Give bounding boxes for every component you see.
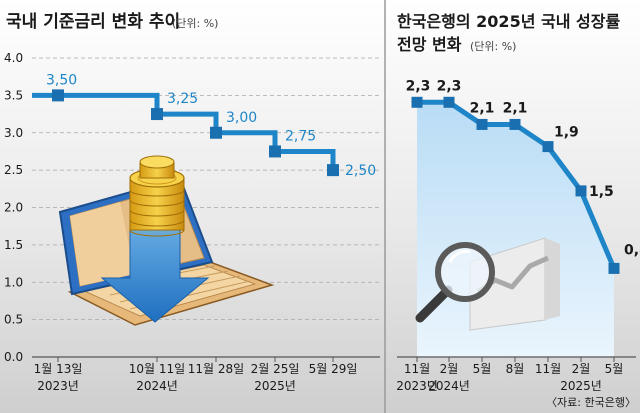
x-tick-label: 11월 28일 [188, 362, 244, 376]
rate-point [151, 108, 163, 121]
x-tick-label: 10월 11일 [129, 362, 185, 376]
x-tick-label: 11월 [404, 362, 430, 376]
rate-label: 2,75 [285, 128, 316, 144]
y-tick-label: 0.5 [4, 313, 23, 327]
growth-point [476, 118, 488, 130]
y-tick-label: 2.5 [4, 163, 23, 177]
x-tick-year: 2024년 [428, 379, 470, 393]
y-tick-label: 3.0 [4, 126, 23, 140]
left-chart-unit: (단위: %) [172, 17, 218, 30]
left-chart-title: 국내 기준금리 변화 추이 [6, 12, 180, 32]
y-tick-label: 4.0 [4, 51, 23, 65]
y-tick-label: 3.5 [4, 88, 23, 102]
growth-point [443, 96, 455, 108]
x-tick-label: 5월 [605, 362, 624, 376]
rate-label: 3,00 [226, 110, 257, 126]
growth-point [542, 141, 554, 153]
right-chart-title-line1: 한국은행의 2025년 국내 성장률 [397, 12, 620, 31]
laptop-coins-arrow-illustration [58, 155, 275, 326]
growth-point [608, 262, 620, 274]
magnifier-chart-illustration [415, 237, 560, 331]
x-tick-year: 2023년 [396, 379, 438, 393]
right-chart-unit: (단위: %) [470, 40, 516, 53]
growth-label: 2,3 [406, 78, 431, 94]
x-tick-label: 1월 13일 [34, 362, 83, 376]
rate-label: 3,50 [46, 72, 77, 88]
growth-point [411, 96, 423, 108]
y-tick-label: 1.5 [4, 238, 23, 252]
rate-label: 3,25 [167, 91, 198, 107]
x-tick-year: 2025년 [560, 379, 602, 393]
rate-label: 2,50 [345, 163, 376, 179]
y-tick-label: 1.0 [4, 275, 23, 289]
x-tick-label: 2월 25일 [251, 362, 300, 376]
rate-point [210, 126, 222, 139]
y-tick-label: 2.0 [4, 201, 23, 215]
growth-label: 2,1 [470, 100, 495, 116]
rate-point [269, 145, 281, 158]
y-tick-label: 0.0 [4, 350, 23, 364]
growth-label: 0,8 [624, 242, 640, 258]
x-tick-label: 11월 [535, 362, 561, 376]
growth-label: 1,9 [554, 125, 579, 141]
growth-label: 1,5 [589, 184, 614, 200]
x-tick-label: 8월 [506, 362, 525, 376]
rate-point [327, 164, 339, 177]
x-tick-label: 2월 [440, 362, 459, 376]
growth-point [509, 118, 521, 130]
left-panel-bg [0, 0, 385, 413]
x-tick-label: 5월 29일 [309, 362, 358, 376]
growth-point [575, 185, 587, 197]
right-chart-title-line2: 전망 변화 [397, 35, 462, 54]
growth-label: 2,3 [437, 78, 462, 94]
x-tick-year: 2024년 [136, 379, 178, 393]
x-tick-year: 2023년 [37, 379, 79, 393]
source-note: 〈자료: 한국은행〉 [546, 396, 636, 409]
x-tick-label: 5월 [473, 362, 492, 376]
x-tick-year: 2025년 [254, 379, 296, 393]
growth-label: 2,1 [503, 100, 528, 116]
rate-point [52, 89, 64, 102]
x-tick-label: 2월 [572, 362, 591, 376]
